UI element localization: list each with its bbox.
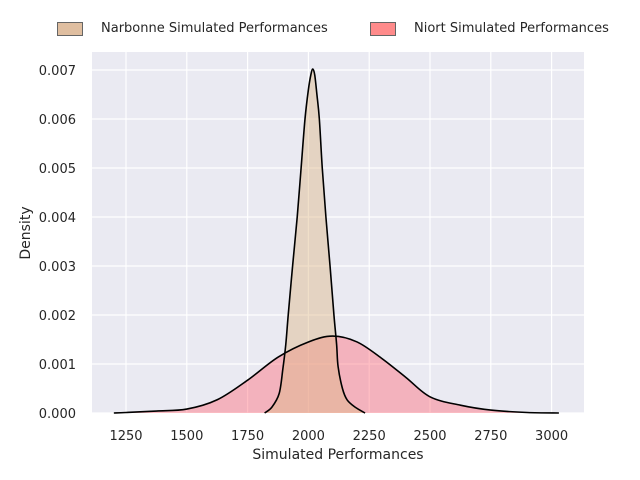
plot-background <box>92 52 584 413</box>
legend-item-narbonne: Narbonne Simulated Performances <box>57 21 328 36</box>
legend-label: Niort Simulated Performances <box>414 21 609 36</box>
x-tick-label: 1750 <box>231 429 264 444</box>
legend-label: Narbonne Simulated Performances <box>101 21 328 36</box>
density-area-niort <box>113 336 559 413</box>
density-line-niort <box>113 335 559 414</box>
legend-patch-niort <box>370 21 396 36</box>
x-tick-label: 3000 <box>535 429 568 444</box>
x-axis-label: Simulated Performances <box>252 447 423 463</box>
y-axis-label: Density <box>18 206 34 259</box>
density-line-narbonne <box>264 68 366 414</box>
y-tick-label: 0.007 <box>39 64 76 79</box>
y-tick-label: 0.003 <box>39 260 76 275</box>
legend-patch-narbonne <box>57 21 83 36</box>
x-tick-label: 1500 <box>170 429 203 444</box>
x-tick-label: 2750 <box>474 429 507 444</box>
x-tick-label: 2250 <box>353 429 386 444</box>
density-area-narbonne <box>264 69 366 414</box>
legend-item-niort: Niort Simulated Performances <box>370 21 609 36</box>
y-tick-label: 0.005 <box>39 162 76 177</box>
y-tick-label: 0.002 <box>39 309 76 324</box>
y-tick-label: 0.004 <box>39 211 76 226</box>
y-tick-label: 0.000 <box>39 407 76 422</box>
y-tick-label: 0.006 <box>39 113 76 128</box>
x-tick-label: 2500 <box>413 429 446 444</box>
x-tick-label: 2000 <box>292 429 325 444</box>
y-tick-label: 0.001 <box>39 358 76 373</box>
x-tick-label: 1250 <box>109 429 142 444</box>
